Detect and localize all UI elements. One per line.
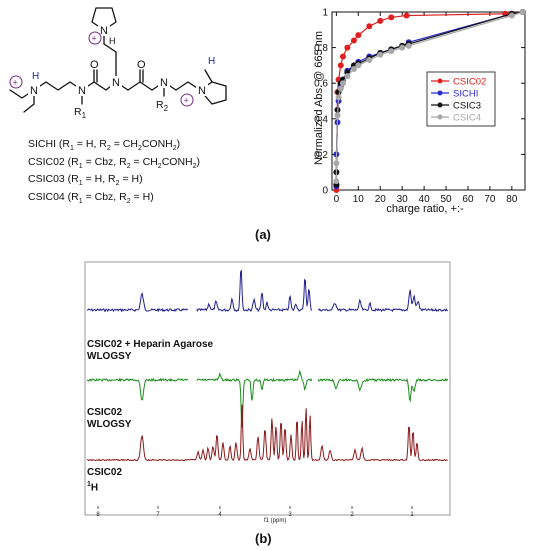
data-point-csic4 [344,73,351,80]
nmr-tick-label: 4 [218,512,222,518]
data-point-csic4 [366,57,373,64]
legend-label: SICHI [453,89,478,100]
y-tick-label: 0.4 [314,114,328,125]
y-tick-label: 1 [322,8,328,19]
data-point-csic02 [377,17,384,24]
svg-text:+: + [92,34,97,44]
nmr-spectra: 8 7 4 3 2 1 f1 (ppm) [84,261,451,524]
svg-text:N: N [198,85,206,97]
nmr-tick-label: 7 [156,512,160,518]
compound-line: CSIC02 (R1 = Cbz, R2 = CH2CONH2) [28,155,201,170]
y-tick-label: 0 [322,186,328,197]
nmr-tick-label: 1 [410,512,414,518]
panel-b-label: (b) [255,531,272,546]
panel-a-label: (a) [255,227,271,242]
svg-text:O: O [90,59,99,71]
data-point-csic4 [388,48,395,55]
legend-label: CSIC3 [453,101,481,112]
nmr-trace-wlogsy [86,369,449,428]
data-point-csic02 [366,23,373,30]
compound-line: SICHI (R1 = H, R2 = CH2CONH2) [28,138,181,153]
y-axis-label: Normalized Abs. @ 665 nm [313,31,325,165]
titration-chart: Normalized Abs. @ 665 nm charge ratio, +… [313,8,526,215]
svg-text:O: O [137,59,146,71]
nmr-trace-heparin-wlogsy [86,269,449,313]
data-point-csic4 [399,44,406,51]
nmr-tick-label: 3 [288,512,292,518]
x-tick-label: 80 [506,194,518,205]
x-tick-label: 60 [462,194,474,205]
trace-label-heparin: CSIC02 + Heparin Agarose WLOGSY [87,339,214,362]
x-tick-label: 70 [484,194,496,205]
data-point-csic4 [339,80,346,87]
svg-text:N: N [78,85,86,97]
svg-text:N: N [160,77,168,89]
svg-text:N: N [100,25,108,37]
data-point-csic4 [350,65,357,72]
svg-text:+: + [13,78,18,88]
data-point-csic4 [337,85,344,92]
nmr-tick-label: 2 [350,512,354,518]
data-point-csic4 [335,94,342,101]
data-point-csic4 [519,9,526,15]
legend-marker [437,78,443,84]
r2-label: R2 [156,99,169,114]
data-point-csic4 [333,178,340,185]
data-point-csic4 [334,112,341,119]
svg-text:N: N [112,77,120,89]
legend-marker [437,102,443,108]
data-point-csic4 [405,42,412,49]
data-point-csic4 [508,12,515,19]
chemical-structure: N H + N H + N N O O N N H + [9,7,227,113]
x-axis-label: charge ratio, +:- [386,203,464,215]
legend-label: CSIC4 [453,113,481,124]
data-point-csic02 [339,53,346,60]
legend-marker [437,114,443,120]
x-tick-label: 0 [334,194,340,205]
plot-frame [331,11,526,191]
data-point-csic4 [333,160,340,167]
data-point-csic02 [388,14,395,21]
x-tick-label: 50 [440,194,452,205]
y-tick-label: 0.2 [314,150,328,161]
nmr-axis-label: f1 (ppm) [264,518,286,524]
data-point-csic02 [337,62,344,69]
x-tick-label: 10 [353,194,365,205]
y-tick-label: 0.6 [314,79,328,90]
compound-line: CSIC03 (R1 = H, R2 = H) [28,173,143,188]
legend-label: CSIC02 [453,77,486,88]
data-point-csic02 [350,37,357,44]
data-point-csic02 [355,32,362,39]
y-tick-label: 0.8 [314,43,328,54]
x-tick-label: 40 [419,194,431,205]
nmr-tick-label: 8 [96,512,100,518]
svg-text:H: H [32,71,39,82]
x-tick-label: 30 [397,194,409,205]
svg-text:N: N [30,85,38,97]
data-point-csic4 [377,51,384,58]
x-tick-label: 20 [375,194,387,205]
trace-label-1h: CSIC02 1H [87,467,123,494]
compound-line: CSIC04 (R1 = Cbz, R2 = H) [28,190,154,205]
trace-label-wlogsy: CSIC02 WLOGSY [87,407,132,430]
svg-text:+: + [184,96,189,106]
svg-text:H: H [208,56,215,67]
legend-marker [437,90,443,96]
data-point-csic02 [344,44,351,51]
data-point-csic4 [355,62,362,69]
data-point-csic02 [403,12,410,19]
r1-label: R1 [74,106,87,121]
compound-list: SICHI (R1 = H, R2 = CH2CONH2) CSIC02 (R1… [28,138,268,208]
nmr-frame [84,261,451,516]
nmr-trace-1h [86,404,448,462]
svg-text:H: H [109,36,116,46]
